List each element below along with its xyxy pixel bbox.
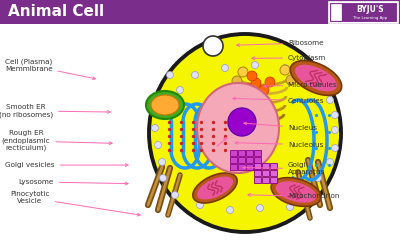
Ellipse shape	[197, 176, 233, 200]
Circle shape	[259, 85, 269, 95]
Circle shape	[304, 188, 312, 195]
Circle shape	[280, 65, 290, 75]
Bar	[262, 163, 269, 169]
Text: Cell (Plasma)
Memmlbrane: Cell (Plasma) Memmlbrane	[5, 58, 96, 80]
Circle shape	[243, 83, 253, 93]
Circle shape	[265, 77, 275, 87]
Bar	[254, 150, 261, 156]
Text: Pinocytotic
Vesicle: Pinocytotic Vesicle	[10, 191, 140, 216]
Ellipse shape	[146, 91, 184, 119]
Text: The Learning App: The Learning App	[353, 16, 387, 20]
Circle shape	[247, 71, 257, 81]
Bar	[238, 150, 245, 156]
Text: Mitochondrion: Mitochondrion	[248, 194, 339, 199]
Bar	[246, 157, 253, 163]
Bar	[0, 0, 400, 24]
Circle shape	[226, 207, 234, 214]
Text: Nucleus: Nucleus	[244, 122, 317, 131]
Circle shape	[332, 112, 338, 119]
Text: Micro tubules: Micro tubules	[264, 82, 337, 88]
Bar	[270, 177, 277, 183]
Circle shape	[154, 141, 162, 148]
Circle shape	[166, 72, 174, 79]
Circle shape	[332, 145, 338, 152]
Circle shape	[282, 65, 288, 72]
Ellipse shape	[149, 34, 341, 232]
Bar	[254, 177, 261, 183]
Circle shape	[160, 174, 166, 181]
Text: Golgi vesicles: Golgi vesicles	[5, 162, 128, 168]
Circle shape	[152, 125, 158, 132]
Text: Lysosome: Lysosome	[18, 179, 128, 185]
Ellipse shape	[295, 65, 337, 91]
Ellipse shape	[197, 83, 279, 173]
Text: Nucleolus: Nucleolus	[235, 141, 323, 147]
Text: Cytoplasm: Cytoplasm	[252, 55, 326, 61]
Circle shape	[228, 108, 256, 136]
Circle shape	[176, 87, 184, 94]
Bar	[238, 164, 245, 170]
Ellipse shape	[151, 95, 179, 115]
Bar	[328, 1, 398, 23]
Bar	[254, 163, 261, 169]
Text: BYJU'S: BYJU'S	[356, 6, 384, 14]
Bar	[254, 170, 261, 176]
Ellipse shape	[276, 181, 316, 203]
Bar	[262, 177, 269, 183]
Ellipse shape	[193, 173, 237, 203]
Circle shape	[238, 67, 248, 77]
Circle shape	[192, 72, 198, 79]
Text: Centrioles: Centrioles	[233, 97, 324, 104]
Text: Smooth ER
(no ribosomes): Smooth ER (no ribosomes)	[0, 104, 110, 118]
Circle shape	[314, 174, 322, 181]
Circle shape	[203, 36, 223, 56]
Circle shape	[256, 205, 264, 212]
Bar	[262, 170, 269, 176]
Circle shape	[252, 61, 258, 68]
Bar	[230, 164, 237, 170]
Bar	[254, 164, 261, 170]
Ellipse shape	[290, 61, 342, 95]
Circle shape	[312, 74, 318, 81]
Text: Rough ER
(endoplasmic
recticulum): Rough ER (endoplasmic recticulum)	[2, 130, 112, 152]
Circle shape	[232, 76, 242, 86]
Bar	[254, 157, 261, 163]
Bar	[270, 170, 277, 176]
Circle shape	[222, 65, 228, 72]
Bar	[246, 164, 253, 170]
Bar	[331, 4, 341, 20]
Bar	[329, 2, 397, 22]
Circle shape	[251, 78, 261, 88]
Circle shape	[326, 96, 334, 103]
Circle shape	[172, 192, 178, 199]
Circle shape	[332, 127, 338, 134]
Bar	[230, 157, 237, 163]
Circle shape	[286, 203, 294, 210]
Circle shape	[326, 159, 334, 166]
Bar	[230, 150, 237, 156]
Text: Animal Cell: Animal Cell	[8, 5, 104, 20]
Bar	[270, 163, 277, 169]
Bar	[246, 150, 253, 156]
Ellipse shape	[271, 178, 321, 206]
Bar	[238, 157, 245, 163]
Text: Ribosome: Ribosome	[237, 40, 324, 47]
Text: Golgi
Apparatus: Golgi Apparatus	[243, 162, 325, 175]
Circle shape	[196, 201, 204, 208]
Circle shape	[158, 159, 166, 166]
Circle shape	[286, 75, 296, 85]
